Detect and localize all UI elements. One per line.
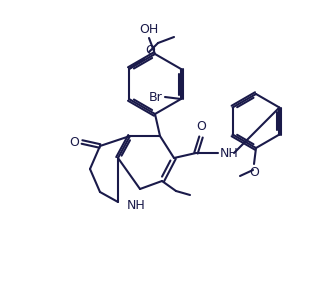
Text: O: O xyxy=(196,120,206,133)
Text: O: O xyxy=(249,166,259,179)
Text: NH: NH xyxy=(127,199,145,212)
Text: Br: Br xyxy=(149,91,163,103)
Text: OH: OH xyxy=(139,23,159,36)
Text: O: O xyxy=(69,135,79,149)
Text: NH: NH xyxy=(220,147,239,160)
Text: O: O xyxy=(145,44,155,57)
